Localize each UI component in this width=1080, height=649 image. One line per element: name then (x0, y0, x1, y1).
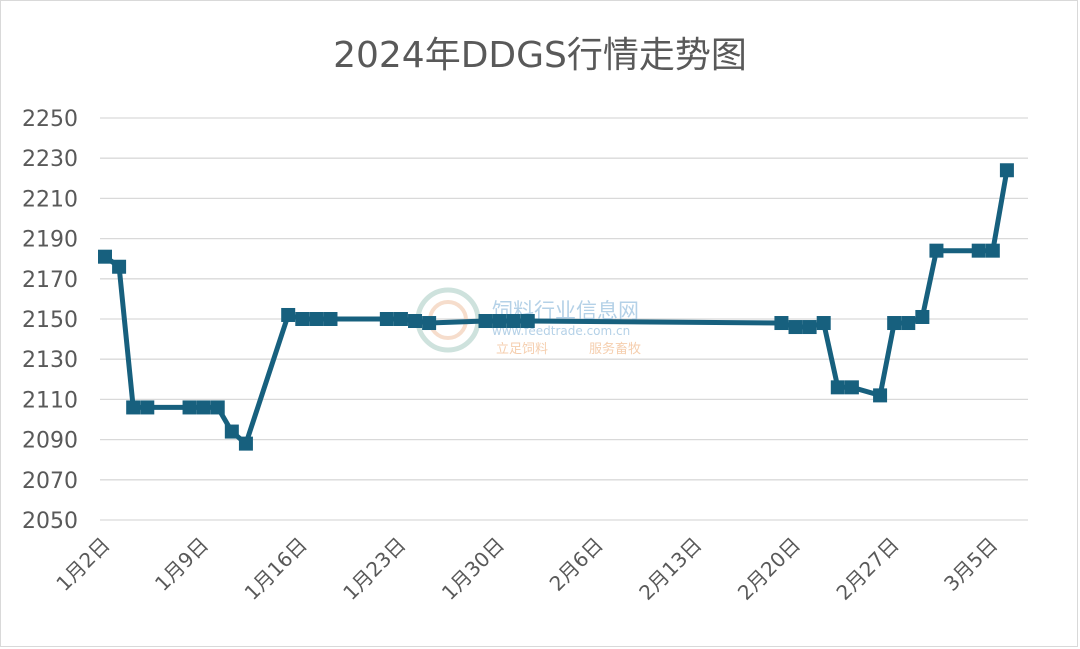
y-tick-label: 2250 (22, 107, 78, 132)
data-point-marker (520, 314, 535, 329)
data-point-marker (408, 314, 423, 329)
data-point-marker (802, 320, 817, 335)
data-point-marker (182, 400, 197, 415)
x-tick-label: 1月23日 (338, 533, 410, 605)
data-point-marker (774, 316, 789, 331)
y-tick-label: 2110 (22, 388, 78, 413)
x-tick-label: 1月16日 (240, 533, 312, 605)
x-tick-label: 1月30日 (437, 533, 509, 605)
x-axis-ticks: 1月2日 1月9日 1月16日 1月23日 1月30日 2月6日 2月13日 2月20日 2月2… (51, 533, 1002, 605)
data-point-marker (887, 316, 902, 331)
data-point-marker (126, 400, 141, 415)
data-point-marker (478, 314, 493, 329)
x-tick-label: 1月9日 (150, 533, 213, 596)
y-tick-label: 2190 (22, 228, 78, 253)
data-point-marker (309, 312, 324, 326)
y-tick-label: 2210 (22, 187, 78, 212)
gridlines (100, 117, 1028, 521)
data-point-marker (971, 243, 986, 258)
data-point-marker (999, 163, 1014, 178)
y-tick-label: 2170 (22, 268, 78, 293)
y-tick-label: 2090 (22, 429, 78, 454)
y-tick-label: 2150 (22, 308, 78, 333)
x-tick-label: 2月6日 (545, 533, 608, 596)
data-point-marker (112, 259, 127, 274)
data-point-marker (985, 243, 1000, 258)
data-point-marker (844, 380, 859, 395)
x-tick-label: 1月2日 (51, 533, 114, 596)
data-point-marker (915, 309, 930, 324)
data-point-marker (210, 400, 225, 415)
series-price (98, 163, 1014, 451)
data-point-marker (295, 312, 310, 326)
watermark-slogan-left: 立足饲料 (496, 342, 548, 357)
data-point-marker (379, 312, 394, 326)
x-tick-label: 2月20日 (733, 533, 805, 605)
data-point-marker (873, 388, 888, 403)
y-axis-ticks: 2050 2070 2090 2110 2130 2150 2170 2190 2210 2230… (22, 107, 78, 534)
y-tick-label: 2230 (22, 147, 78, 172)
data-point-marker (506, 314, 521, 329)
data-point-marker (196, 400, 211, 415)
data-point-marker (816, 316, 831, 331)
chart-title: 2024年DDGS行情走势图 (333, 35, 747, 76)
data-point-marker (422, 316, 437, 331)
x-tick-label: 2月27日 (831, 533, 903, 605)
data-point-marker (393, 312, 408, 326)
data-point-marker (901, 316, 916, 331)
y-tick-label: 2070 (22, 469, 78, 494)
data-point-marker (140, 400, 155, 415)
data-point-marker (98, 249, 112, 264)
y-tick-label: 2050 (22, 509, 78, 534)
data-point-marker (281, 307, 296, 322)
data-point-marker (929, 243, 944, 258)
y-tick-label: 2130 (22, 348, 78, 373)
data-point-marker (830, 380, 845, 395)
watermark-slogan-right: 服务畜牧 (589, 341, 641, 357)
x-tick-label: 3月5日 (939, 533, 1002, 596)
data-point-marker (323, 312, 338, 326)
data-point-marker (492, 314, 507, 329)
data-point-marker (788, 320, 803, 335)
data-point-marker (224, 424, 239, 439)
data-point-marker (238, 436, 253, 451)
x-tick-label: 2月13日 (634, 533, 706, 605)
